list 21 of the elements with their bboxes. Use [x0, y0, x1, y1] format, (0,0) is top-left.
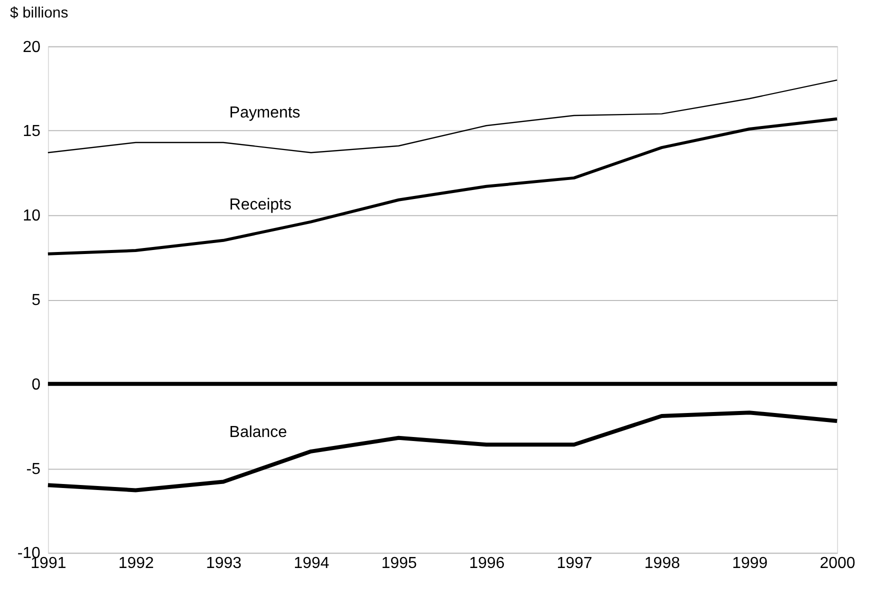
line-series	[47, 79, 838, 154]
y-tick-label: 0	[32, 376, 41, 394]
x-tick-label: 1998	[644, 555, 680, 572]
x-tick-label: 1997	[556, 555, 592, 572]
y-tick-label: -5	[26, 460, 41, 478]
y-tick-label: 5	[32, 292, 41, 309]
x-tick-label: 1995	[381, 555, 418, 572]
series-label: Payments	[229, 104, 300, 122]
x-tick-label: 1999	[732, 555, 768, 572]
x-tick-label: 1993	[206, 555, 242, 572]
x-tick-label: 1994	[294, 555, 330, 572]
x-tick-label: 1996	[469, 555, 505, 572]
series-label: Balance	[229, 424, 288, 441]
y-tick-label: 20	[22, 38, 41, 56]
x-tick-label: 1992	[118, 555, 154, 572]
y-tick-label: 10	[22, 208, 41, 225]
y-axis-title: $ billions	[10, 4, 68, 22]
x-tick-label: 2000	[820, 555, 856, 572]
series-label: Receipts	[229, 196, 292, 214]
line-series	[46, 410, 840, 492]
y-tick-label: 15	[22, 123, 41, 140]
